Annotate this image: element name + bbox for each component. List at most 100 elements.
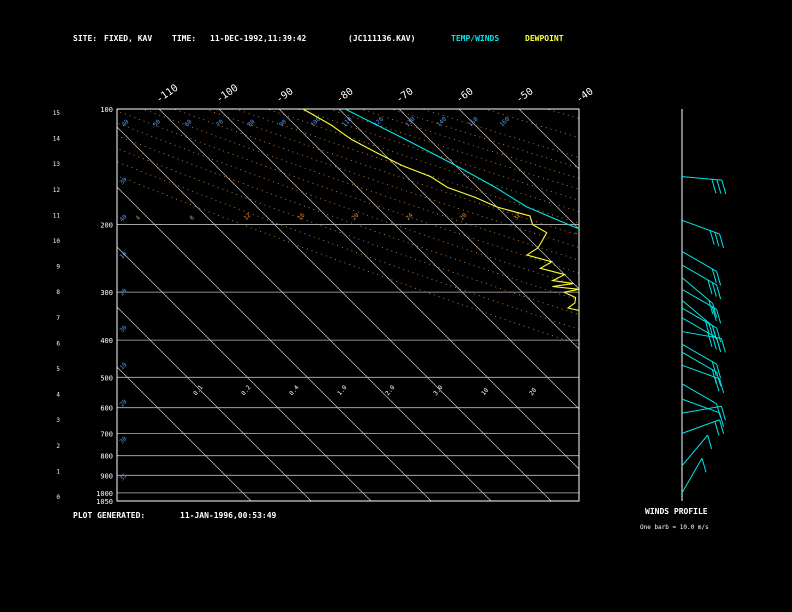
theta-label: 50 — [152, 118, 162, 128]
moist-adiabat-label: 24 — [404, 212, 414, 222]
wind-barb — [681, 434, 713, 467]
isotherm — [338, 109, 579, 350]
wind-barb — [681, 331, 726, 353]
theta-label: 40 — [120, 118, 130, 128]
time-value: 11-DEC-1992,11:39:42 — [210, 34, 307, 43]
dry-adiabat — [117, 122, 579, 287]
height-km-tick-label: 13 — [53, 161, 61, 168]
isotherm-left-label: 20 — [118, 287, 128, 297]
wind-barb — [681, 176, 727, 195]
pressure-tick-label: 400 — [100, 337, 113, 345]
height-km-tick-label: 2 — [56, 443, 60, 450]
moist-adiabat-label: 32 — [512, 212, 522, 222]
isotherm — [158, 109, 552, 501]
winds-scale-note: One barb = 10.0 m/s — [640, 524, 709, 531]
plot-area: 1002003004005006007008009001000105015141… — [53, 83, 727, 506]
height-km-tick-label: 9 — [56, 264, 60, 271]
wind-barb — [681, 419, 725, 436]
dewpoint-line — [302, 109, 579, 311]
time-label: TIME: — [172, 34, 196, 43]
pressure-tick-label: 200 — [100, 222, 113, 230]
site-label: SITE: — [73, 34, 97, 43]
dewpoint-legend: DEWPOINT — [525, 34, 564, 43]
winds-profile — [681, 109, 727, 501]
mixing-ratio-label: 10 — [480, 387, 490, 397]
moist-adiabat-label: 8 — [188, 214, 196, 222]
moist-adiabat-label: 4 — [134, 214, 142, 222]
site-value: FIXED, KAV — [104, 34, 152, 43]
chart-lines — [117, 109, 579, 501]
wind-barb — [681, 364, 725, 394]
plot-frame — [116, 108, 580, 502]
isotherm — [398, 109, 579, 290]
theta-label: 80 — [246, 118, 256, 128]
height-km-tick-label: 6 — [56, 340, 60, 347]
height-km-tick-label: 0 — [56, 494, 60, 501]
header: SITE: FIXED, KAV TIME: 11-DEC-1992,11:39… — [73, 34, 564, 43]
isotherm-left-label: 30 — [118, 176, 128, 186]
isotherm-left-label: 10 — [118, 250, 128, 260]
height-km-tick-label: 5 — [56, 366, 60, 373]
isotherm-left-label: 35 — [118, 472, 128, 482]
height-km-tick-label: 10 — [53, 238, 61, 245]
wind-barb — [681, 251, 722, 286]
isotherm — [117, 186, 432, 501]
isotherm-left-label: 20 — [118, 398, 128, 408]
pressure-tick-label: 800 — [100, 453, 113, 461]
pressure-tick-label: 1000 — [96, 490, 113, 498]
wind-barb — [681, 405, 726, 421]
wind-barb — [681, 277, 718, 318]
wind-barb — [681, 457, 707, 494]
height-km-tick-label: 15 — [53, 110, 61, 117]
isotherm-left-label: 30 — [118, 324, 128, 334]
moist-adiabat-label: 28 — [458, 212, 468, 222]
height-km-tick-label: 7 — [56, 315, 60, 322]
pressure-tick-label: 700 — [100, 430, 113, 438]
height-km-tick-label: 12 — [53, 187, 61, 194]
height-km-tick-label: 3 — [56, 417, 60, 424]
moist-adiabat-label: 20 — [350, 212, 360, 222]
isotherm-left-label: 10 — [118, 361, 128, 371]
pressure-tick-label: 600 — [100, 405, 113, 413]
temp-winds-legend: TEMP/WINDS — [451, 34, 499, 43]
height-km-tick-label: 8 — [56, 289, 60, 296]
height-km-tick-label: 4 — [56, 392, 60, 399]
isotherm — [117, 126, 492, 501]
pressure-tick-label: 500 — [100, 374, 113, 382]
isotherm — [278, 109, 579, 410]
sounding-series — [302, 109, 579, 311]
wind-barb — [681, 398, 725, 427]
wind-barb — [681, 219, 725, 249]
height-km-tick-label: 1 — [56, 468, 60, 475]
pressure-tick-label: 100 — [100, 106, 113, 114]
plot-generated-value: 11-JAN-1996,00:53:49 — [180, 511, 277, 520]
mixing-ratio-label: 20 — [528, 387, 538, 397]
isotherm — [117, 306, 312, 501]
theta-label: 90 — [278, 118, 288, 128]
theta-label: 60 — [183, 118, 193, 128]
isotherm — [117, 366, 252, 501]
temperature-line — [344, 109, 579, 230]
isotherm — [458, 109, 579, 230]
isotherm — [218, 109, 579, 470]
moist-adiabat-label: 12 — [242, 212, 252, 222]
dry-adiabat — [117, 135, 579, 301]
height-km-tick-label: 14 — [53, 136, 61, 143]
wind-barb — [681, 343, 722, 379]
footer: PLOT GENERATED: 11-JAN-1996,00:53:49 WIN… — [73, 507, 709, 531]
isotherm-left-label: 40 — [118, 213, 128, 223]
pressure-tick-label: 900 — [100, 472, 113, 480]
isotherm — [117, 246, 372, 501]
plot-generated-label: PLOT GENERATED: — [73, 511, 145, 520]
winds-profile-title: WINDS PROFILE — [645, 507, 708, 516]
isotherm-left-label: 30 — [118, 435, 128, 445]
moist-adiabat-label: 16 — [296, 212, 306, 222]
theta-label: 70 — [215, 118, 225, 128]
wind-barb — [681, 264, 722, 300]
pressure-tick-label: 300 — [100, 289, 113, 297]
pressure-tick-label: 1050 — [96, 498, 113, 506]
wind-barb — [681, 288, 722, 324]
height-km-tick-label: 11 — [53, 212, 61, 219]
